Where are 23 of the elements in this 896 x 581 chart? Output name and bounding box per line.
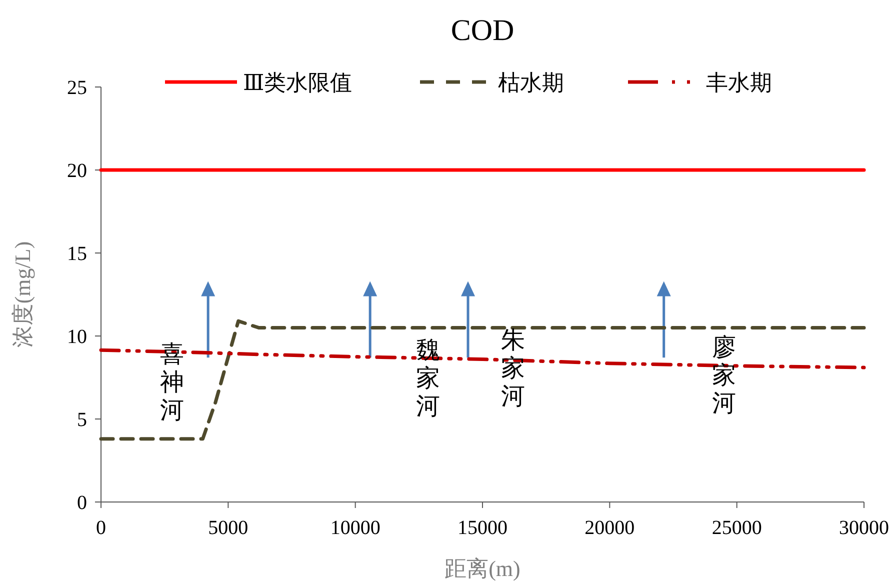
x-tick-label: 5000 bbox=[208, 517, 248, 539]
legend-label: 枯水期 bbox=[498, 70, 564, 95]
annotation: 廖家河 bbox=[712, 334, 736, 417]
chart-title: COD bbox=[450, 14, 514, 47]
y-tick-label: 25 bbox=[67, 77, 87, 99]
y-tick-label: 10 bbox=[67, 326, 87, 348]
x-tick-label: 25000 bbox=[712, 517, 762, 539]
y-axis-title: 浓度(mg/L) bbox=[10, 241, 35, 348]
y-tick-label: 15 bbox=[67, 243, 87, 265]
y-tick-label: 20 bbox=[67, 160, 87, 182]
x-tick-label: 20000 bbox=[584, 517, 635, 539]
annotation: 喜神河 bbox=[160, 342, 184, 424]
y-tick-label: 5 bbox=[77, 409, 87, 431]
legend-label: 丰水期 bbox=[706, 70, 772, 95]
x-tick-label: 0 bbox=[96, 517, 106, 539]
legend-label: Ⅲ类水限值 bbox=[243, 70, 352, 95]
x-axis-title: 距离(m) bbox=[444, 556, 520, 581]
x-tick-label: 10000 bbox=[330, 517, 380, 539]
annotation: 朱家河 bbox=[501, 328, 525, 410]
line-series bbox=[99, 319, 866, 441]
x-tick-label: 15000 bbox=[458, 517, 508, 539]
x-tick-label: 30000 bbox=[839, 517, 889, 539]
y-tick-label: 0 bbox=[77, 492, 87, 514]
